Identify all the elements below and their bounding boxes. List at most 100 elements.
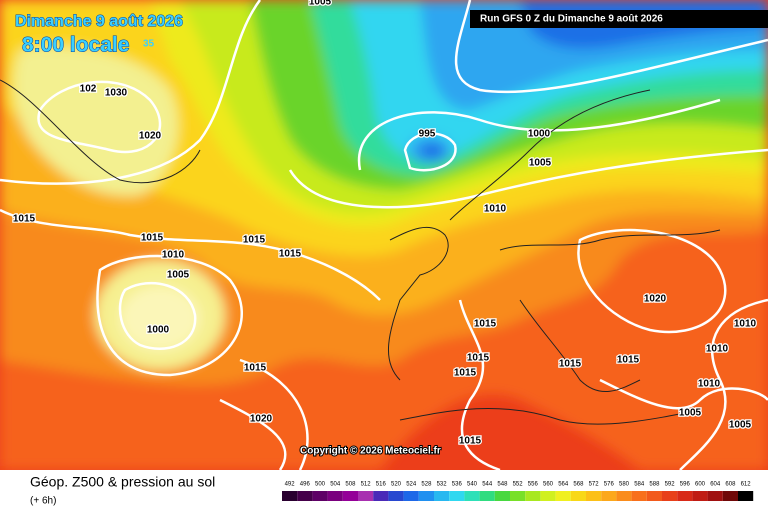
isobar-labels: 1005 102 1030 1020 1015 1015 1010 1005 1000 1015 1… [12, 0, 758, 448]
footer-title: Géop. Z500 & pression au sol [30, 474, 215, 490]
run-box [470, 10, 768, 28]
legend-swatch [479, 491, 495, 501]
legend-label: 600 [695, 482, 706, 488]
isobar-label: 1015 [279, 249, 302, 260]
run-info: Run GFS 0 Z du Dimanche 9 août 2026 [480, 14, 663, 25]
legend-swatch [555, 491, 571, 501]
legend-label: 492 [285, 482, 296, 488]
legend-swatch [282, 491, 298, 501]
isobar-label: 1010 [698, 379, 721, 390]
legend-label: 608 [725, 482, 736, 488]
legend-swatch [388, 491, 404, 501]
legend-label: 548 [497, 482, 508, 488]
legend-swatch [662, 491, 678, 501]
legend-label: 596 [680, 482, 691, 488]
isobar-label: 1005 [679, 408, 702, 419]
isobar-label: 1015 [243, 235, 266, 246]
legend-label: 592 [665, 482, 676, 488]
legend-label: 564 [558, 482, 569, 488]
isobar-label: 1015 [559, 359, 582, 370]
isobar-label: 1010 [162, 250, 185, 261]
legend-swatch [707, 491, 723, 501]
legend-label: 500 [315, 482, 326, 488]
legend-swatch [434, 491, 450, 501]
legend-swatch [403, 491, 419, 501]
isobar-label: 1015 [467, 353, 490, 364]
legend-swatch [327, 491, 343, 501]
legend-swatch [358, 491, 374, 501]
legend-swatch [418, 491, 434, 501]
legend-swatch [525, 491, 541, 501]
legend-label: 520 [391, 482, 402, 488]
copyright: Copyright © 2026 Meteociel.fr [300, 446, 441, 457]
legend-label: 532 [437, 482, 448, 488]
legend-swatch [540, 491, 556, 501]
legend-label: 536 [452, 482, 463, 488]
legend-swatch [631, 491, 647, 501]
legend-label: 528 [421, 482, 432, 488]
legend-swatch [601, 491, 617, 501]
isobar-label: 1015 [474, 319, 497, 330]
legend-swatch [738, 491, 754, 501]
legend-label: 552 [513, 482, 524, 488]
isobar-label: 1020 [644, 294, 667, 305]
legend: 492 496 500 504 508 512 516 520 524 528 532 536 540 5… [282, 482, 754, 501]
isobar-label: 1030 [105, 88, 128, 99]
legend-swatch [510, 491, 526, 501]
legend-label: 524 [406, 482, 417, 488]
legend-label: 604 [710, 482, 721, 488]
map-date: Dimanche 9 août 2026 [15, 13, 183, 30]
legend-swatch [312, 491, 328, 501]
legend-label: 540 [467, 482, 478, 488]
legend-label: 612 [741, 482, 752, 488]
coastlines [0, 79, 721, 425]
isobar-label: 1010 [734, 319, 757, 330]
legend-swatch [373, 491, 389, 501]
isobar-label: 1000 [147, 325, 170, 336]
legend-swatch [692, 491, 708, 501]
legend-label: 560 [543, 482, 554, 488]
legend-label: 576 [604, 482, 615, 488]
isobar-label: 1000 [528, 129, 551, 140]
legend-label: 568 [573, 482, 584, 488]
legend-label: 496 [300, 482, 311, 488]
legend-label: 572 [589, 482, 600, 488]
legend-swatch [616, 491, 632, 501]
legend-label: 508 [345, 482, 356, 488]
legend-swatch [464, 491, 480, 501]
legend-label: 504 [330, 482, 341, 488]
footer-subtitle: (+ 6h) [30, 496, 56, 507]
legend-swatch [494, 491, 510, 501]
map-time: 8:00 locale [22, 34, 129, 57]
legend-swatch [449, 491, 465, 501]
isobar-label: 1005 [167, 270, 190, 281]
isobar-label: 1015 [459, 436, 482, 447]
isobar-label: 1010 [484, 204, 507, 215]
legend-label: 588 [649, 482, 660, 488]
isobar-label: 1015 [141, 233, 164, 244]
legend-swatch [570, 491, 586, 501]
isobar-label: 1015 [617, 355, 640, 366]
legend-swatch [342, 491, 358, 501]
isobar-label: 1015 [244, 363, 267, 374]
legend-swatch [297, 491, 313, 501]
isobar-label: 1005 [729, 420, 752, 431]
isobar-label: 1005 [309, 0, 332, 8]
isobar-label: 1010 [706, 344, 729, 355]
isobar-label: 1020 [139, 131, 162, 142]
legend-swatch [722, 491, 738, 501]
legend-label: 580 [619, 482, 630, 488]
legend-label: 584 [634, 482, 645, 488]
legend-swatch [677, 491, 693, 501]
legend-label: 516 [376, 482, 387, 488]
legend-label: 556 [528, 482, 539, 488]
map-field [0, 0, 768, 472]
isobar-label: 1020 [250, 414, 273, 425]
isobar-label: 995 [419, 129, 436, 140]
isobar-label: 102 [80, 84, 97, 95]
legend-label: 544 [482, 482, 493, 488]
map-time-sup: 35 [143, 39, 155, 50]
isobar-label: 1015 [454, 368, 477, 379]
legend-label: 512 [361, 482, 372, 488]
